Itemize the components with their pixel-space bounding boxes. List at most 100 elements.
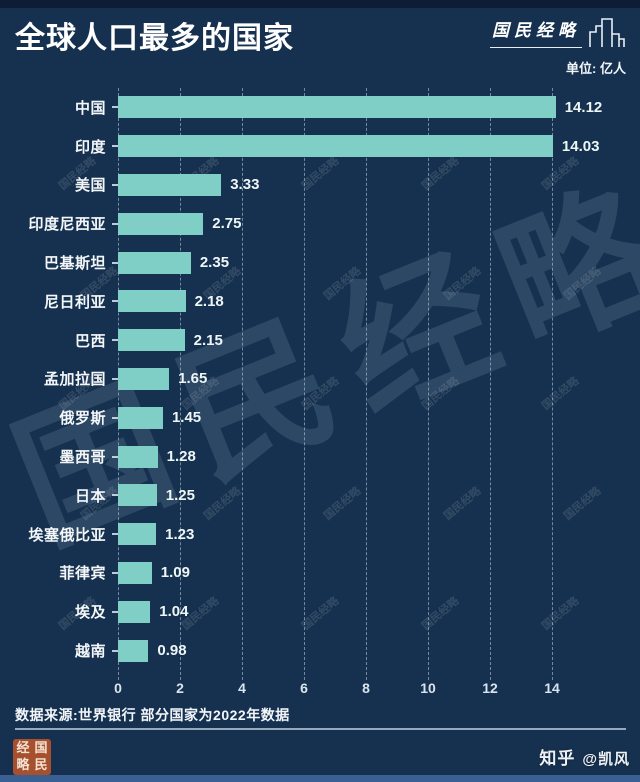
population-bar [118, 523, 157, 546]
category-tick [106, 533, 118, 536]
country-label: 巴西 [74, 332, 106, 350]
seal-char: 经 [16, 741, 30, 756]
bar-row: 尼日利亚 2.18 [0, 282, 640, 321]
bar-row: 印度 14.03 [0, 127, 640, 166]
bar-row: 菲律宾 1.09 [0, 554, 640, 593]
category-tick [106, 494, 118, 497]
seal-char: 国 [34, 741, 48, 756]
category-tick [106, 455, 118, 458]
category-tick [106, 377, 118, 380]
category-tick [106, 571, 118, 574]
value-label: 1.25 [165, 486, 195, 504]
brand-text: 国民经略 [490, 14, 582, 48]
brand-seal: 经 国 略 民 [13, 739, 51, 775]
value-label: 1.23 [165, 525, 195, 543]
category-tick [106, 300, 118, 303]
source-note: 数据来源:世界银行 部分国家为2022年数据 [15, 707, 290, 723]
gridline [180, 88, 181, 680]
bar-row: 印度尼西亚 2.75 [0, 204, 640, 243]
bottom-edge-strip [0, 775, 640, 782]
author-handle: @凯风 [582, 751, 630, 768]
gridline [304, 88, 305, 680]
skyline-icon [589, 18, 625, 47]
country-label: 中国 [74, 99, 106, 117]
population-bar [118, 600, 151, 623]
category-tick [106, 610, 118, 613]
value-label: 1.28 [166, 448, 196, 466]
country-label: 孟加拉国 [43, 371, 106, 389]
gridline [366, 88, 367, 680]
value-label: 2.18 [194, 292, 224, 310]
country-label: 巴基斯坦 [43, 255, 106, 273]
x-axis-label: 6 [300, 680, 308, 696]
value-label: 2.15 [193, 331, 223, 349]
bar-row: 巴西 2.15 [0, 321, 640, 360]
gridline [552, 88, 553, 680]
zhihu-watermark: 知乎 @凯风 [539, 744, 630, 769]
population-bar [118, 484, 157, 507]
value-label: 3.33 [230, 176, 260, 194]
country-label: 菲律宾 [59, 565, 106, 583]
category-tick [106, 222, 118, 225]
x-axis-label: 10 [420, 680, 436, 696]
x-axis-label: 4 [238, 680, 246, 696]
country-label: 印度 [74, 138, 106, 156]
population-bar [118, 367, 170, 390]
country-label: 俄罗斯 [59, 410, 106, 428]
category-tick [106, 183, 118, 186]
category-tick [106, 416, 118, 419]
seal-char: 民 [34, 758, 48, 773]
seal-char: 略 [16, 758, 30, 773]
bar-row: 中国 14.12 [0, 88, 640, 127]
gridline [428, 88, 429, 680]
value-label: 2.75 [212, 215, 242, 233]
value-label: 1.65 [178, 370, 208, 388]
brand-logo: 国民经略 [490, 14, 626, 50]
value-label: 1.09 [160, 564, 190, 582]
value-label: 2.35 [199, 254, 230, 272]
population-bar [118, 96, 556, 119]
country-label: 印度尼西亚 [28, 216, 106, 234]
bar-row: 埃及 1.04 [0, 592, 640, 631]
x-axis-label: 12 [482, 680, 498, 696]
country-label: 美国 [74, 177, 106, 195]
population-bar [118, 329, 185, 352]
country-label: 墨西哥 [59, 449, 106, 467]
category-tick [106, 649, 118, 652]
country-label: 埃塞俄比亚 [28, 526, 106, 544]
population-bar [118, 639, 149, 662]
value-label: 14.12 [564, 98, 603, 116]
gridline [242, 88, 243, 680]
bar-row: 美国 3.33 [0, 166, 640, 205]
bar-row: 埃塞俄比亚 1.23 [0, 515, 640, 554]
gridline [490, 88, 491, 680]
value-label: 0.98 [157, 642, 187, 660]
zhihu-label: 知乎 [539, 749, 576, 768]
x-axis-label: 2 [176, 680, 184, 696]
population-bar [118, 406, 163, 429]
category-tick [106, 339, 118, 342]
category-tick [106, 261, 118, 264]
population-bar [118, 251, 191, 274]
top-edge-strip [0, 0, 640, 8]
category-tick [106, 106, 118, 109]
bar-row: 孟加拉国 1.65 [0, 360, 640, 399]
bar-row: 俄罗斯 1.45 [0, 398, 640, 437]
value-label: 1.04 [159, 603, 189, 621]
population-bar [118, 290, 186, 313]
population-bar [118, 173, 222, 196]
bar-row: 越南 0.98 [0, 631, 640, 670]
country-label: 埃及 [74, 604, 106, 622]
page-title: 全球人口最多的国家 [15, 22, 294, 55]
population-bar [118, 212, 204, 235]
x-axis-label: 14 [544, 680, 560, 696]
bar-row: 墨西哥 1.28 [0, 437, 640, 476]
country-label: 日本 [74, 487, 106, 505]
country-label: 尼日利亚 [43, 293, 106, 311]
country-label: 越南 [74, 643, 106, 661]
value-label: 14.03 [561, 137, 600, 155]
x-axis-label: 8 [362, 680, 370, 696]
footer-divider [15, 728, 626, 730]
